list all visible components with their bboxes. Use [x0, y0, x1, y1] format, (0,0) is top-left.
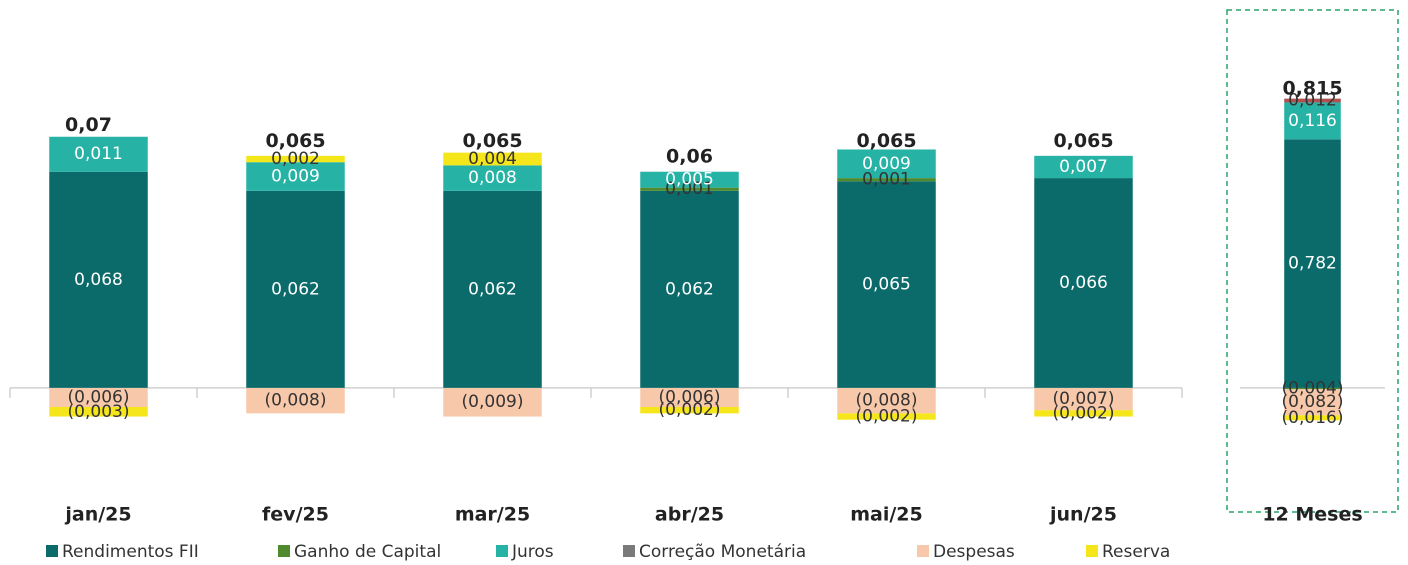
bar-segment	[49, 171, 148, 388]
value-label: (0,082)	[1282, 392, 1344, 412]
bar-segment	[640, 387, 739, 407]
bar-segment	[837, 181, 936, 388]
bar-segment	[1034, 155, 1133, 179]
legend-swatch	[1086, 545, 1098, 557]
value-label: (0,006)	[659, 387, 721, 407]
bar-segment	[1284, 102, 1341, 140]
bar-segment	[49, 406, 148, 417]
legend-swatch	[46, 545, 58, 557]
value-label: 0,009	[271, 167, 320, 187]
bar-segment	[1034, 178, 1133, 388]
value-label: 0,011	[74, 144, 123, 164]
bar-segment	[246, 162, 345, 191]
bar-segment	[1034, 410, 1133, 417]
legend-label: Despesas	[933, 542, 1015, 562]
value-label: 0,062	[665, 279, 714, 299]
bar-segment	[837, 387, 936, 414]
value-label: 0,062	[468, 279, 517, 299]
bar-segment	[246, 190, 345, 388]
value-label: 0,005	[665, 170, 714, 190]
total-label: 0,06	[666, 146, 713, 168]
x-tick-label: jan/25	[64, 504, 131, 526]
value-label: 0,066	[1059, 273, 1108, 293]
value-label: (0,002)	[856, 407, 918, 427]
value-label: 0,116	[1288, 111, 1337, 131]
x-tick-label: abr/25	[655, 504, 724, 526]
legend-label: Correção Monetária	[639, 542, 806, 562]
value-label: (0,003)	[68, 402, 130, 422]
bar-segment	[837, 178, 936, 182]
total-label: 0,065	[265, 130, 325, 152]
value-label: (0,008)	[265, 391, 327, 411]
x-tick-label: fev/25	[262, 504, 329, 526]
x-tick-label: 12 Meses	[1262, 504, 1362, 526]
bar-segment	[1284, 98, 1341, 103]
value-label: 0,062	[271, 279, 320, 299]
legend-label: Juros	[511, 542, 554, 562]
value-label: (0,009)	[462, 392, 524, 412]
x-tick-label: jun/25	[1049, 504, 1117, 526]
value-label: 0,012	[1288, 91, 1337, 111]
value-label: (0,002)	[1053, 403, 1115, 423]
value-label: 0,002	[271, 149, 320, 169]
bar-segment	[49, 136, 148, 172]
bar-segment	[1284, 139, 1341, 388]
value-label: (0,004)	[1282, 379, 1344, 399]
bar-segment	[443, 190, 542, 388]
bar-segment	[1284, 415, 1341, 421]
total-label: 0,065	[462, 130, 522, 152]
value-label: 0,001	[665, 179, 714, 199]
value-label: 0,009	[862, 154, 911, 174]
value-label: 0,008	[468, 168, 517, 188]
total-label: 0,065	[1053, 130, 1113, 152]
bar-segment	[443, 387, 542, 417]
legend-swatch	[496, 545, 508, 557]
value-label: (0,006)	[68, 387, 130, 407]
bar-segment	[443, 165, 542, 191]
legend-swatch	[278, 545, 290, 557]
legend-label: Rendimentos FII	[62, 542, 199, 562]
value-label: 0,004	[468, 149, 517, 169]
legend-label: Reserva	[1102, 542, 1170, 562]
bar-segment	[1284, 389, 1341, 416]
bar-segment	[640, 187, 739, 191]
bar-segment	[49, 387, 148, 407]
value-label: 0,001	[862, 170, 911, 190]
bar-segment	[1284, 387, 1341, 390]
bar-segment	[837, 149, 936, 179]
value-label: (0,008)	[856, 391, 918, 411]
annual-frame	[1226, 9, 1399, 513]
bar-segment	[246, 387, 345, 414]
value-label: 0,782	[1288, 254, 1337, 274]
value-label: 0,007	[1059, 157, 1108, 177]
total-label: 0,07	[65, 114, 112, 136]
total-label: 0,815	[1282, 77, 1342, 99]
value-label: 0,065	[862, 275, 911, 295]
x-tick-label: mai/25	[850, 504, 923, 526]
bar-segment	[443, 152, 542, 166]
legend-swatch	[623, 545, 635, 557]
bar-segment	[246, 155, 345, 163]
value-label: (0,007)	[1053, 389, 1115, 409]
bar-segment	[837, 413, 936, 420]
bar-segment	[1034, 387, 1133, 411]
bar-segment	[640, 406, 739, 414]
total-label: 0,065	[856, 130, 916, 152]
bar-segment	[640, 190, 739, 388]
value-label: (0,016)	[1282, 408, 1344, 428]
bar-segment	[640, 171, 739, 188]
legend-swatch	[917, 545, 929, 557]
value-label: (0,002)	[659, 400, 721, 420]
legend-label: Ganho de Capital	[294, 542, 441, 562]
x-tick-label: mar/25	[455, 504, 530, 526]
value-label: 0,068	[74, 270, 123, 290]
